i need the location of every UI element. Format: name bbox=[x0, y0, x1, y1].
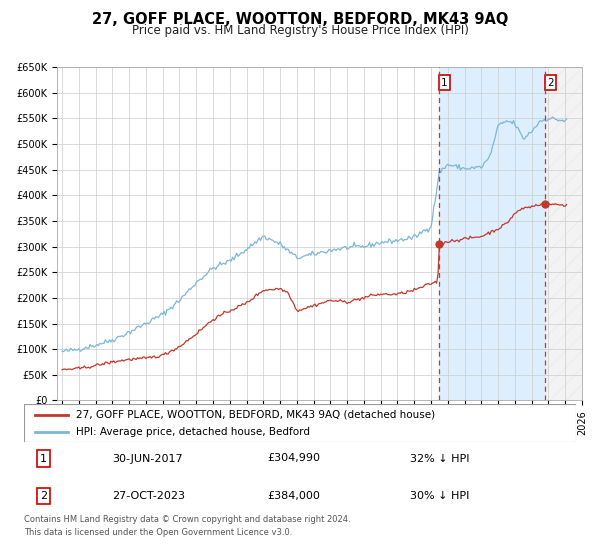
Text: HPI: Average price, detached house, Bedford: HPI: Average price, detached house, Bedf… bbox=[76, 427, 310, 437]
Text: 27, GOFF PLACE, WOOTTON, BEDFORD, MK43 9AQ: 27, GOFF PLACE, WOOTTON, BEDFORD, MK43 9… bbox=[92, 12, 508, 27]
Text: 27-OCT-2023: 27-OCT-2023 bbox=[112, 491, 185, 501]
Text: 2: 2 bbox=[547, 78, 554, 87]
Bar bbox=[545, 67, 582, 400]
Text: Price paid vs. HM Land Registry's House Price Index (HPI): Price paid vs. HM Land Registry's House … bbox=[131, 24, 469, 36]
Text: 2: 2 bbox=[40, 491, 47, 501]
Text: £304,990: £304,990 bbox=[267, 454, 320, 464]
Text: 30% ↓ HPI: 30% ↓ HPI bbox=[410, 491, 470, 501]
Bar bbox=[439, 67, 545, 400]
Text: 1: 1 bbox=[40, 454, 47, 464]
Text: This data is licensed under the Open Government Licence v3.0.: This data is licensed under the Open Gov… bbox=[24, 528, 292, 536]
Text: 1: 1 bbox=[441, 78, 448, 87]
Text: 30-JUN-2017: 30-JUN-2017 bbox=[112, 454, 183, 464]
Text: £384,000: £384,000 bbox=[267, 491, 320, 501]
Text: 27, GOFF PLACE, WOOTTON, BEDFORD, MK43 9AQ (detached house): 27, GOFF PLACE, WOOTTON, BEDFORD, MK43 9… bbox=[76, 409, 436, 419]
Text: Contains HM Land Registry data © Crown copyright and database right 2024.: Contains HM Land Registry data © Crown c… bbox=[24, 515, 350, 524]
Text: 32% ↓ HPI: 32% ↓ HPI bbox=[410, 454, 470, 464]
